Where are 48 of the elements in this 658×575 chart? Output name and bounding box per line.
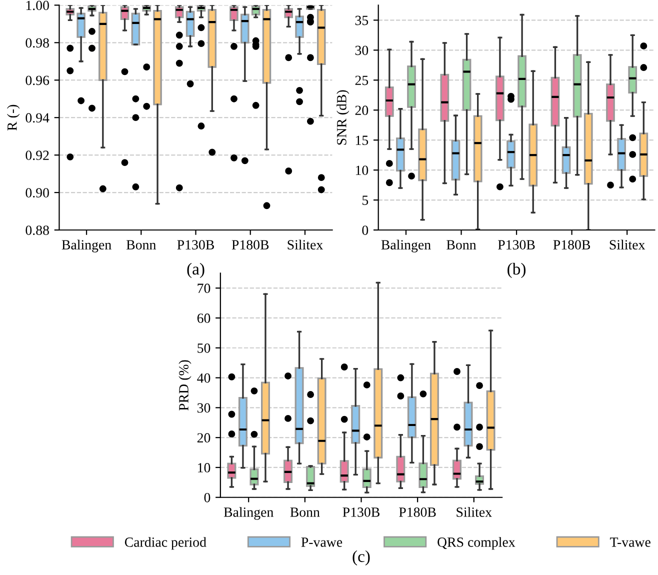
x-tick-label: Bonn [446,240,476,250]
y-tick-label: 30 [355,46,368,56]
y-tick-label: 50 [198,343,210,353]
legend-label: QRS complex [438,537,516,550]
y-tick-label: 0.92 [26,150,49,160]
y-tick-label: 35 [355,16,368,26]
y-tick-label: 0.88 [26,226,49,236]
y-axis-title: SNR (dB) [336,90,350,145]
y-tick-label: 25 [355,76,368,86]
y-tick-label: 10 [198,463,210,472]
text: (a) [187,262,204,278]
x-tick-label: P130B [498,240,535,250]
y-tick-label: 15 [356,136,368,146]
y-tick-label: 0.90 [26,188,49,198]
y-axis-title: R (-) [7,104,20,130]
x-tick-label: Bonn [290,508,320,517]
legend-label: Cardiac period [124,537,206,550]
y-tick-label: 5 [362,196,368,205]
y-tick-label: 20 [355,106,368,116]
y-tick-label: 20 [197,433,210,443]
y-tick-label: 10 [356,166,368,175]
x-tick-label: P180B [399,508,436,517]
y-tick-label: 40 [197,373,210,383]
y-tick-label: 70 [198,284,210,294]
y-tick-label: 30 [197,403,210,413]
x-tick-label: Bonn [126,240,156,250]
y-axis-title: PRD (%) [178,360,192,411]
x-tick-label: Balingen [62,240,112,252]
y-tick-label: 0 [204,492,210,502]
x-tick-label: Silitex [288,240,323,250]
y-tick-label: 0 [362,226,368,235]
y-tick-label: 1.00 [26,0,49,10]
x-tick-label: Balingen [381,240,431,252]
y-tick-label: 60 [197,314,210,323]
x-tick-label: P130B [177,240,214,250]
x-tick-label: Balingen [224,507,274,520]
legend-label: T-vawe [610,538,650,547]
x-tick-label: P130B [342,508,380,517]
x-tick-label: P180B [232,240,269,250]
text: (b) [508,262,526,278]
y-tick-label: 0.94 [26,113,50,123]
text: (c) [352,550,370,566]
y-tick-label: 0.96 [26,76,50,86]
x-tick-label: Silitex [456,507,492,517]
y-tick-label: 0.98 [26,38,49,48]
x-tick-label: Silitex [610,240,646,250]
x-tick-label: P180B [553,240,590,250]
legend-label: P-vawe [301,538,342,547]
